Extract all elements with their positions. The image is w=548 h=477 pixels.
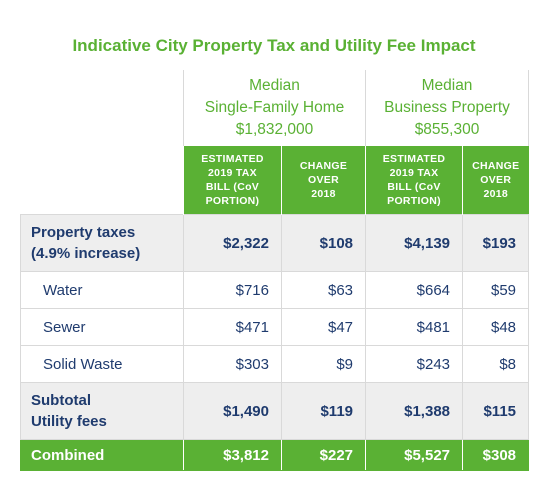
table-cell: $108 — [280, 214, 367, 272]
group-subtitle: Business Property — [384, 99, 510, 116]
row-label: Solid Waste — [20, 345, 184, 383]
table-cell: $471 — [183, 308, 282, 346]
table-row-subtotal: Subtotal Utility fees $1,490 $119 $1,388… — [20, 382, 530, 440]
tax-impact-table: Median Single-Family Home $1,832,000 Med… — [20, 70, 530, 471]
col-header-estimated: ESTIMATED 2019 TAX BILL (CoV PORTION) — [365, 146, 463, 215]
table-cell: $716 — [183, 271, 282, 309]
row-label: Subtotal Utility fees — [20, 382, 184, 440]
table-row-water: Water $716 $63 $664 $59 — [20, 271, 530, 309]
table-cell: $119 — [280, 382, 367, 440]
row-label: Property taxes (4.9% increase) — [20, 214, 184, 272]
table-cell: $4,139 — [365, 214, 464, 272]
group-header-business: Median Business Property $855,300 — [365, 70, 530, 146]
table-row-sewer: Sewer $471 $47 $481 $48 — [20, 308, 530, 346]
table-cell: $59 — [462, 271, 530, 309]
table-cell: $48 — [462, 308, 530, 346]
table-cell: $193 — [462, 214, 530, 272]
table-cell: $63 — [280, 271, 367, 309]
group-subtitle: Single-Family Home — [204, 99, 345, 116]
table-cell: $8 — [462, 345, 530, 383]
table-cell: $9 — [280, 345, 367, 383]
table-cell: $664 — [365, 271, 464, 309]
table-cell: $481 — [365, 308, 464, 346]
row-label: Water — [20, 271, 184, 309]
page-title: Indicative City Property Tax and Utility… — [72, 36, 476, 55]
row-label: Combined — [20, 439, 184, 471]
group-value: $1,832,000 — [235, 121, 314, 138]
group-header-single-family: Median Single-Family Home $1,832,000 — [182, 70, 367, 146]
table-cell: $1,388 — [365, 382, 464, 440]
table-cell: $303 — [183, 345, 282, 383]
col-header-change: CHANGE OVER 2018 — [280, 146, 366, 215]
table-cell: $243 — [365, 345, 464, 383]
group-value: $855,300 — [414, 121, 480, 138]
table-cell: $227 — [280, 439, 367, 471]
table-row-property-taxes: Property taxes (4.9% increase) $2,322 $1… — [20, 214, 530, 272]
table-cell: $47 — [280, 308, 367, 346]
table-cell: $3,812 — [183, 439, 282, 471]
table-row-solid-waste: Solid Waste $303 $9 $243 $8 — [20, 345, 530, 383]
col-header-change: CHANGE OVER 2018 — [462, 146, 529, 215]
col-header-estimated: ESTIMATED 2019 TAX BILL (CoV PORTION) — [183, 146, 282, 215]
table-row-combined: Combined $3,812 $227 $5,527 $308 — [20, 439, 530, 471]
table-cell: $115 — [462, 382, 530, 440]
row-label: Sewer — [20, 308, 184, 346]
table-cell: $308 — [462, 439, 530, 471]
group-title: Median — [249, 77, 300, 94]
table-cell: $2,322 — [183, 214, 282, 272]
group-title: Median — [421, 77, 473, 94]
table-cell: $1,490 — [183, 382, 282, 440]
table-cell: $5,527 — [365, 439, 464, 471]
